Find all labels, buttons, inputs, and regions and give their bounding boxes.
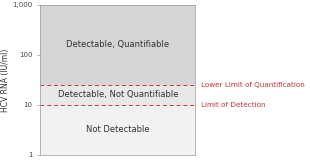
Text: Detectable, Quantifiable: Detectable, Quantifiable bbox=[66, 40, 169, 49]
Text: Detectable, Not Quantifiable: Detectable, Not Quantifiable bbox=[58, 90, 178, 99]
Bar bbox=[40, 105, 195, 155]
Text: Limit of Detection: Limit of Detection bbox=[201, 102, 265, 108]
Text: Lower Limit of Quantification: Lower Limit of Quantification bbox=[201, 82, 305, 88]
Bar bbox=[40, 85, 195, 105]
Text: Not Detectable: Not Detectable bbox=[86, 125, 150, 134]
Y-axis label: HCV RNA (IU/ml): HCV RNA (IU/ml) bbox=[1, 48, 10, 111]
